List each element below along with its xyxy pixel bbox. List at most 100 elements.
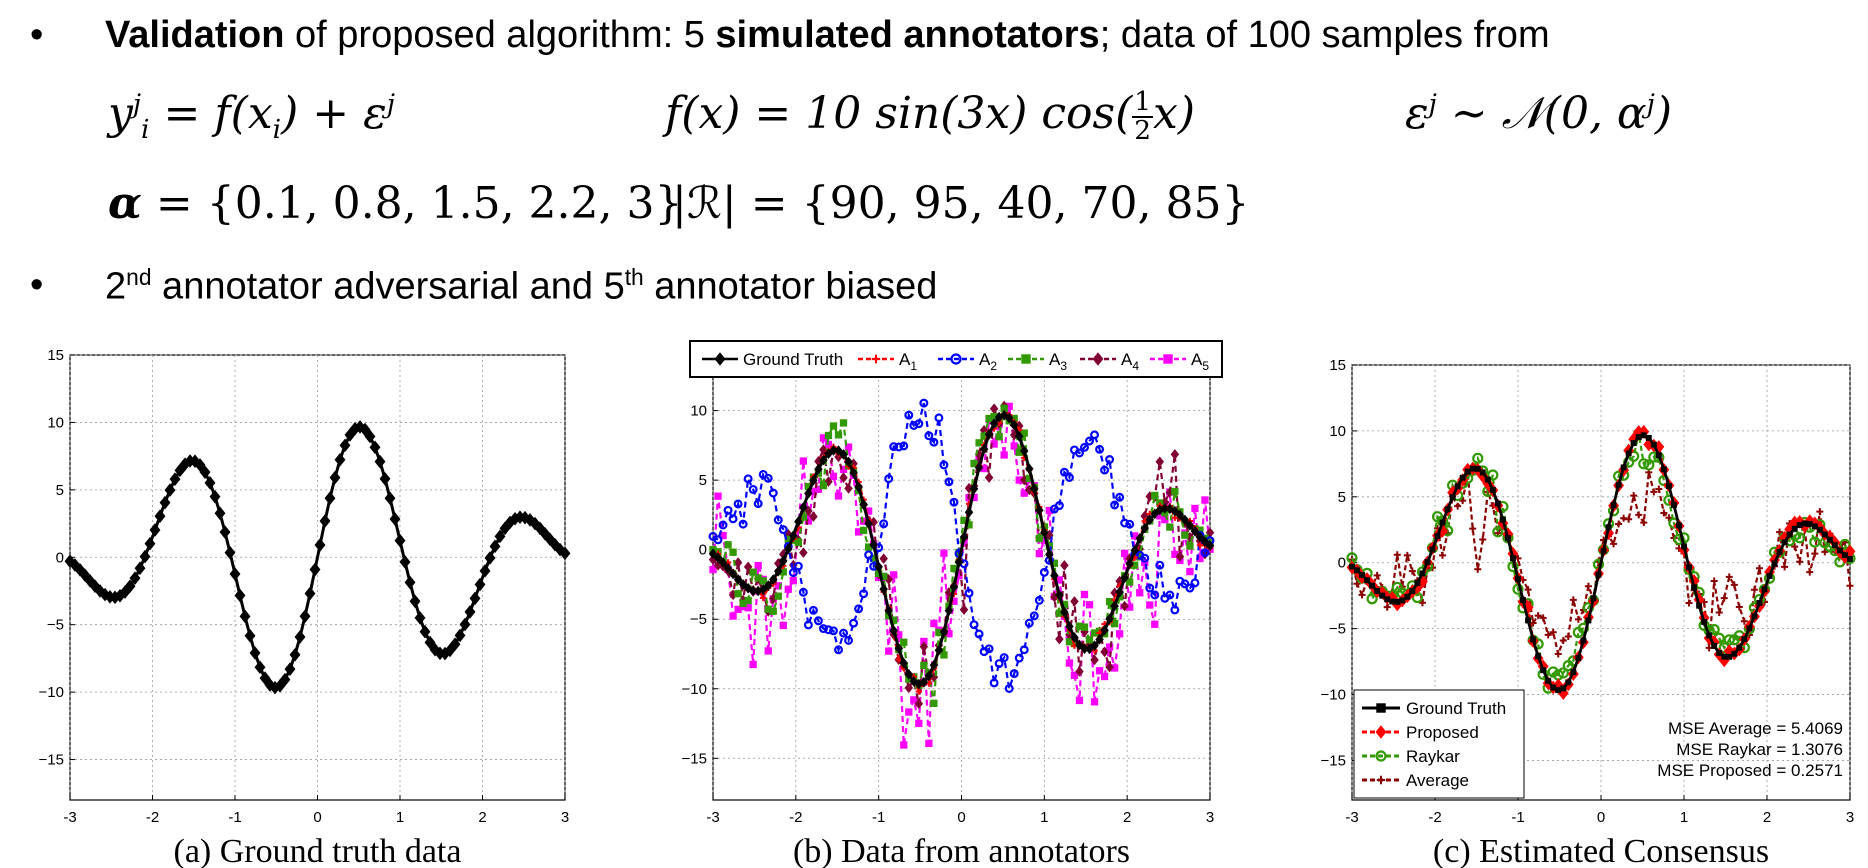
alpha-values: = {0.1, 0.8, 1.5, 2.2, 3} — [155, 178, 683, 229]
x-tick-label: -3 — [63, 809, 76, 826]
ground-truth-point — [124, 579, 136, 594]
ground-truth-b-point — [839, 449, 848, 460]
annotator-2-point — [964, 588, 974, 598]
ground-truth-point — [314, 538, 326, 552]
ground-truth-point — [229, 567, 241, 581]
raykar-point — [1472, 452, 1484, 464]
ground-truth-b-point — [944, 605, 954, 616]
ground-truth-c-point — [1842, 552, 1848, 559]
ground-truth-b-point — [889, 625, 898, 636]
annotator-2-point — [763, 473, 773, 483]
annotator-4-point — [1155, 456, 1165, 468]
annotator-3-point — [1171, 487, 1179, 496]
annotator-2-point — [1090, 430, 1100, 440]
average-point — [1630, 492, 1638, 500]
ground-truth-b-point — [1190, 525, 1200, 537]
x-tick-label: -1 — [872, 809, 885, 826]
ground-truth-b-point — [954, 557, 964, 568]
ground-truth-c-point — [1670, 502, 1677, 508]
average-point — [1418, 599, 1426, 607]
ground-truth-c-point — [1580, 637, 1587, 644]
ground-truth-point — [449, 637, 461, 652]
raykar-point — [1643, 459, 1655, 471]
annotator-3-point — [1186, 542, 1194, 550]
annotator-2-point — [1019, 645, 1029, 655]
average-point — [1625, 515, 1633, 523]
raykar-point — [1557, 667, 1569, 679]
ground-truth-b-point — [733, 574, 743, 585]
x-tick-label: 1 — [396, 809, 404, 826]
ground-truth-b-point — [1050, 570, 1059, 581]
x-tick-label: 2 — [1123, 809, 1131, 826]
equation-noise: εj ∼ 𝒩(0, αj) — [1405, 88, 1673, 139]
legend-marker — [1163, 354, 1173, 364]
ground-truth-b-point — [924, 670, 934, 682]
ground-truth-c-point — [1469, 465, 1476, 472]
ground-truth-point — [549, 537, 561, 552]
ground-truth-b-point — [1105, 613, 1114, 625]
x-tick-label: -2 — [789, 809, 802, 826]
ground-truth-c-point — [1525, 617, 1532, 624]
annotator-3-point — [729, 548, 737, 556]
ground-truth-b-point — [1140, 522, 1149, 534]
mse-annotation: MSE Average = 5.4069 — [1668, 719, 1843, 738]
b2-t3: annotator biased — [643, 265, 938, 308]
ground-truth-c-point — [1530, 636, 1537, 643]
ground-truth-b-point — [1120, 572, 1129, 584]
annotator-2-point — [743, 474, 753, 484]
average-point — [1811, 550, 1819, 558]
ground-truth-c-point — [1399, 597, 1406, 604]
annotator-2-point — [839, 628, 849, 638]
ground-truth-c-point — [1560, 685, 1567, 692]
ground-truth-point — [544, 532, 556, 547]
average-point — [1665, 514, 1673, 522]
annotator-5-point — [1000, 451, 1008, 459]
annotator-5-point — [890, 571, 898, 579]
x-tick-label: -3 — [706, 809, 719, 826]
raykar-point — [1708, 624, 1720, 636]
ground-truth-c-point — [1550, 684, 1557, 691]
ground-truth-point — [494, 529, 506, 544]
ground-truth-point — [324, 491, 336, 506]
annotator-2-point — [894, 442, 904, 452]
annotator-5-point — [729, 612, 737, 620]
annotator-3-point — [724, 541, 732, 549]
bullet-1-symbol: • — [30, 14, 44, 56]
annotator-3-point — [975, 439, 983, 447]
annotator-2-point — [1185, 583, 1195, 593]
ground-truth-b-point — [723, 562, 733, 574]
ground-truth-point — [289, 647, 301, 662]
ground-truth-b-point — [814, 463, 823, 475]
ground-truth-c-point — [1701, 619, 1708, 625]
annotator-5-point — [784, 585, 792, 593]
annotator-3-point — [824, 431, 833, 440]
x-tick-label: -2 — [1428, 809, 1441, 826]
ground-truth-b-point — [718, 557, 728, 568]
ground-truth-b-point — [738, 579, 748, 590]
ground-truth-point — [154, 509, 166, 523]
y-tick-label: 5 — [56, 482, 64, 499]
annotator-4-point — [1055, 633, 1064, 645]
annotator-2-point — [924, 431, 934, 441]
annotator-4-point — [1105, 661, 1114, 673]
annotator-2-point — [944, 477, 954, 487]
annotator-2-point — [778, 525, 788, 535]
ground-truth-c-point — [1721, 653, 1728, 660]
annotator-5-point — [744, 604, 752, 612]
annotator-3-point — [829, 422, 838, 430]
annotator-2-point — [818, 624, 828, 634]
ground-truth-point — [309, 562, 321, 577]
ground-truth-b-point — [713, 552, 723, 563]
y-tick-label: 15 — [1329, 357, 1346, 374]
annotator-4-point — [904, 682, 914, 694]
raykar-point — [1492, 526, 1504, 538]
annotator-5-point — [1085, 601, 1094, 609]
ground-truth-b-point — [1014, 430, 1024, 442]
annotator-2-point — [1074, 448, 1084, 458]
ground-truth-b-point — [884, 605, 893, 616]
average-point — [1383, 603, 1391, 611]
y-tick-label: 0 — [699, 542, 707, 559]
annotator-2-point — [713, 535, 723, 545]
average-point — [1544, 631, 1552, 639]
